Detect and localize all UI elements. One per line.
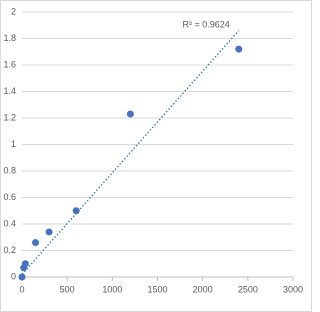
chart-border	[0, 0, 312, 312]
data-point	[126, 110, 134, 118]
y-tick-label: 0.4	[3, 218, 16, 228]
y-tick-label: 1.8	[3, 33, 16, 43]
x-tick-label: 1500	[147, 284, 167, 294]
y-tick-label: 0.8	[3, 165, 16, 175]
data-point	[32, 239, 40, 247]
y-tick-label: 0.6	[3, 192, 16, 202]
x-tick-label: 0	[19, 284, 24, 294]
data-point	[21, 260, 29, 268]
y-tick-label: 1.4	[3, 86, 16, 96]
chart: 0 0.2 0.4 0.6 0.8 1 1.2 1.4 1.6 1.8 2 0 500 1000 1500 2…	[0, 0, 312, 312]
data-point	[18, 273, 26, 281]
y-tick-label: 1.2	[3, 112, 16, 122]
data-point	[72, 207, 80, 215]
y-tick-label: 0	[11, 271, 16, 281]
x-tick-label: 1000	[102, 284, 122, 294]
y-tick-label: 1	[11, 139, 16, 149]
x-tick-label: 500	[60, 284, 75, 294]
x-tick-label: 2000	[193, 284, 213, 294]
x-tick-label: 2500	[238, 284, 258, 294]
data-point	[235, 45, 243, 53]
y-tick-label: 2	[11, 6, 16, 16]
y-tick-label: 1.6	[3, 59, 16, 69]
annotation: R² = 0.9624	[182, 20, 229, 30]
y-tick-label: 0.2	[3, 245, 16, 255]
x-tick-label: 3000	[283, 284, 303, 294]
data-point	[45, 228, 53, 236]
